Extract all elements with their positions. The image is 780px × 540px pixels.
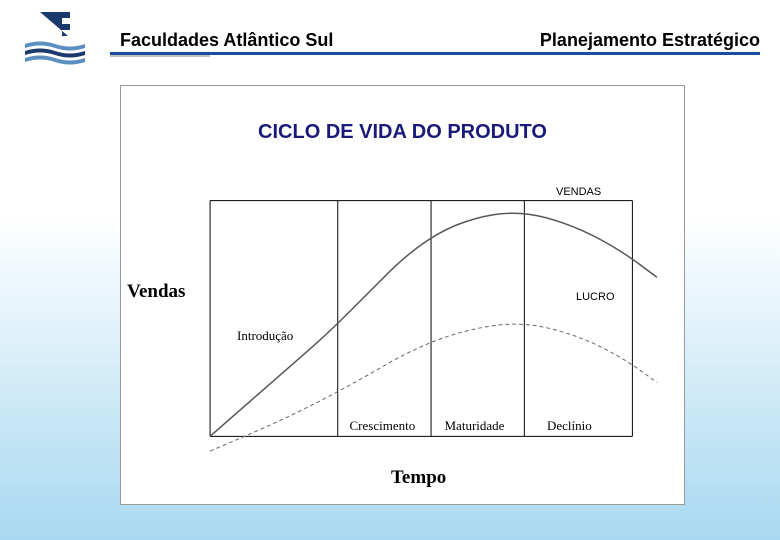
stage-label: Declínio xyxy=(547,418,592,434)
chart-title: CICLO DE VIDA DO PRODUTO xyxy=(121,121,684,144)
stage-label: Maturidade xyxy=(445,418,505,434)
series-label: LUCRO xyxy=(576,291,615,303)
series-label: VENDAS xyxy=(556,186,601,198)
header-underline-shadow xyxy=(110,55,210,57)
lifecycle-chart xyxy=(206,181,661,456)
content-panel: CICLO DE VIDA DO PRODUTO Vendas Tempo In… xyxy=(120,85,685,505)
ship-logo xyxy=(20,10,90,65)
y-axis-label: Vendas xyxy=(127,281,185,303)
institution-name: Faculdades Atlântico Sul xyxy=(120,30,333,51)
course-name: Planejamento Estratégico xyxy=(540,30,760,51)
stage-label: Introdução xyxy=(237,328,293,344)
x-axis-label: Tempo xyxy=(391,467,446,489)
header: Faculdades Atlântico Sul Planejamento Es… xyxy=(0,0,780,60)
stage-label: Crescimento xyxy=(350,418,416,434)
